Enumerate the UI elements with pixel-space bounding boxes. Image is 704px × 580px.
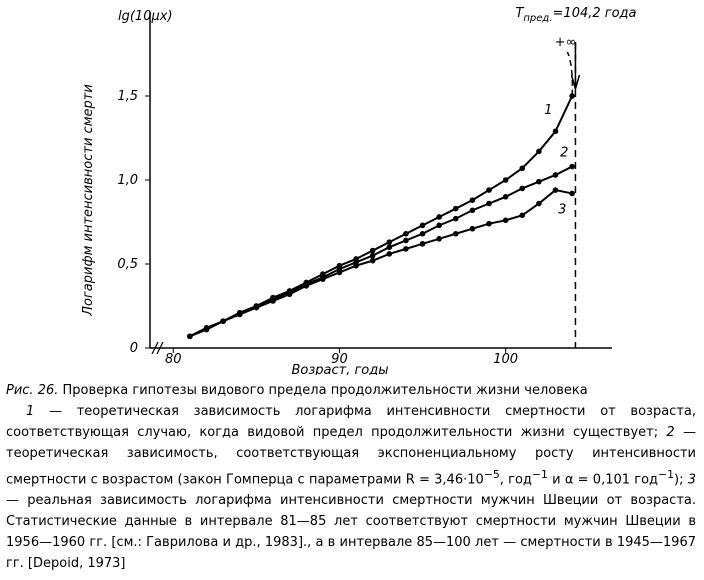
data-point — [353, 262, 359, 269]
caption: Рис. 26. Проверка гипотезы видового пред… — [6, 380, 696, 574]
data-point — [203, 326, 210, 333]
data-point — [469, 197, 476, 203]
series-label: 3 — [558, 202, 566, 217]
data-point — [519, 165, 526, 172]
data-point — [486, 187, 492, 193]
data-point — [320, 276, 326, 282]
caption-text: и α = 0,101 год — [547, 472, 659, 488]
data-point — [419, 222, 426, 229]
caption-text: — теоретическая зависимость, соответству… — [6, 425, 696, 488]
caption-text: — теоретическая зависимость логарифма ин… — [6, 404, 696, 440]
caption-text: ); — [674, 472, 688, 488]
data-point — [369, 247, 376, 254]
data-point — [486, 200, 492, 207]
limit-label: Tпред.=104,2 года — [515, 6, 636, 24]
data-point — [452, 205, 459, 212]
data-point — [469, 225, 476, 232]
figure-label: Рис. 26. — [6, 383, 59, 398]
data-point — [403, 230, 409, 237]
y-tick-label: 1,0 — [117, 173, 138, 188]
caption-text: 2 — [666, 425, 675, 440]
data-point — [519, 212, 526, 219]
data-point — [536, 178, 542, 185]
data-point — [469, 207, 476, 214]
data-point — [303, 283, 310, 289]
y-tick-label: 0,5 — [117, 257, 138, 272]
data-point — [486, 220, 492, 227]
x-tick-label: 90 — [331, 352, 348, 367]
caption-text: 3 — [687, 472, 696, 488]
limit-value: =104,2 года — [553, 6, 637, 21]
infinity-label: +∞ — [555, 35, 577, 50]
x-label: Возраст, годы — [291, 363, 388, 375]
caption-title: Проверка гипотезы видового предела продо… — [62, 383, 588, 398]
data-point — [386, 244, 393, 250]
data-point — [502, 177, 509, 183]
axis-break — [151, 341, 164, 355]
limit-sub: пред. — [523, 13, 552, 24]
y-tick-label: 1,5 — [117, 89, 138, 104]
caption-text: 1 — [26, 404, 35, 419]
data-point — [436, 214, 442, 220]
series-label: 2 — [560, 146, 568, 161]
caption-text: — реальная зависимость логарифма интенси… — [6, 493, 696, 572]
data-point — [536, 148, 542, 155]
caption-text: , год — [499, 472, 532, 488]
data-point — [552, 187, 559, 193]
x-tick-label: 80 — [165, 352, 182, 367]
data-point — [552, 172, 559, 178]
y-tick-label: 0 — [130, 341, 138, 356]
data-point — [386, 251, 393, 257]
data-point — [236, 311, 243, 318]
data-point — [187, 333, 193, 340]
caption-head: Рис. 26. Проверка гипотезы видового пред… — [6, 380, 696, 401]
caption-text: −1 — [531, 468, 548, 481]
data-point — [419, 241, 426, 247]
data-point — [502, 217, 509, 224]
data-point — [253, 304, 260, 311]
data-point — [536, 200, 542, 207]
data-point — [436, 236, 442, 242]
y-label: Логарифм интенсивности смерти — [81, 84, 96, 317]
data-point — [552, 128, 559, 135]
y-title: lg(10μx) — [118, 9, 173, 24]
data-point — [502, 194, 509, 200]
data-point — [452, 230, 459, 237]
data-point — [220, 318, 226, 324]
data-point — [386, 239, 393, 245]
x-tick-label: 100 — [493, 352, 518, 367]
asymptote — [566, 51, 574, 97]
data-point — [403, 237, 409, 244]
caption-text: −1 — [658, 468, 674, 481]
series-line — [189, 189, 573, 338]
series-label: 1 — [544, 103, 552, 118]
chart: lg(10μx) Логарифм интенсивности смерти В… — [81, 6, 637, 375]
limit-arrow — [570, 42, 581, 92]
data-point — [403, 246, 409, 252]
data-point — [519, 185, 526, 192]
data-point — [286, 291, 293, 298]
caption-text: −5 — [483, 468, 500, 481]
limit-symbol: T — [515, 6, 524, 21]
caption-body: 1 — теоретическая зависимость логарифма … — [6, 401, 696, 574]
series-line — [189, 95, 574, 338]
data-point — [569, 190, 575, 197]
data-point — [452, 215, 459, 222]
data-point — [436, 222, 442, 229]
data-point — [369, 257, 376, 264]
data-point — [336, 269, 343, 276]
data-point — [369, 252, 376, 259]
data-point — [270, 298, 276, 304]
data-point — [569, 163, 575, 170]
data-point — [419, 230, 426, 237]
